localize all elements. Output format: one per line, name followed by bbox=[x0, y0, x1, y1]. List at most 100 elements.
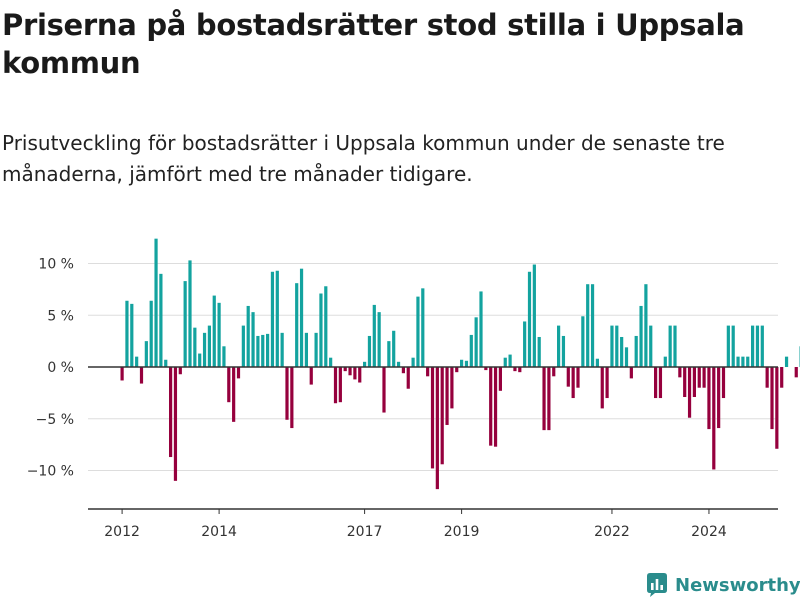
bar-chart: 10 % 5 % 0 % −5 % −10 % 2012 2014 2017 2019 2022… bbox=[27, 238, 800, 540]
bar bbox=[406, 367, 410, 389]
bar bbox=[256, 335, 260, 367]
bar bbox=[377, 312, 381, 367]
bar bbox=[198, 353, 202, 368]
bar bbox=[319, 293, 323, 367]
bar bbox=[396, 361, 401, 367]
bar bbox=[193, 327, 197, 367]
bar bbox=[557, 325, 561, 367]
y-tick-label: 10 % bbox=[38, 257, 74, 273]
bar bbox=[634, 335, 638, 367]
bar bbox=[299, 268, 304, 368]
bar bbox=[697, 367, 701, 388]
bar bbox=[416, 296, 420, 367]
bar bbox=[460, 359, 464, 367]
bar bbox=[372, 304, 376, 367]
bar bbox=[139, 367, 144, 384]
bar bbox=[794, 367, 798, 378]
bar bbox=[561, 335, 566, 367]
x-tick-label: 2019 bbox=[444, 524, 480, 540]
bar bbox=[731, 325, 735, 367]
bar bbox=[605, 367, 609, 399]
bar bbox=[222, 346, 226, 367]
bar bbox=[687, 367, 692, 418]
bar bbox=[445, 367, 449, 425]
brand-logo: Newsworthy bbox=[645, 570, 800, 600]
bar bbox=[421, 288, 425, 367]
bar bbox=[387, 341, 391, 368]
bar bbox=[212, 295, 216, 367]
x-tick-label: 2014 bbox=[201, 524, 237, 540]
bar bbox=[188, 260, 192, 367]
bar bbox=[426, 367, 430, 377]
bar bbox=[668, 325, 672, 367]
bar bbox=[178, 367, 182, 375]
bar bbox=[290, 367, 294, 429]
x-tick-label: 2022 bbox=[594, 524, 630, 540]
chart-subtitle: Prisutveckling för bostadsrätter i Uppsa… bbox=[2, 131, 725, 186]
bar bbox=[566, 367, 570, 387]
bar bbox=[760, 325, 764, 367]
bar bbox=[135, 356, 139, 367]
bar bbox=[586, 284, 590, 367]
bar bbox=[644, 284, 648, 367]
bar bbox=[784, 356, 789, 367]
bar bbox=[498, 367, 502, 391]
bar bbox=[484, 367, 488, 371]
bar bbox=[726, 325, 730, 367]
bar bbox=[246, 305, 250, 368]
bar bbox=[270, 271, 275, 367]
bar bbox=[333, 367, 338, 404]
bar bbox=[227, 367, 231, 403]
bar bbox=[314, 332, 318, 367]
bar bbox=[518, 367, 522, 373]
bar bbox=[392, 330, 396, 367]
bar bbox=[639, 305, 643, 368]
bar bbox=[275, 270, 279, 368]
bar bbox=[329, 357, 333, 367]
bar bbox=[125, 300, 129, 367]
bar bbox=[600, 367, 604, 409]
bar bbox=[751, 325, 755, 367]
bar bbox=[590, 284, 595, 367]
bar bbox=[717, 367, 721, 429]
bar bbox=[542, 367, 546, 431]
x-tick-label: 2024 bbox=[691, 524, 727, 540]
bar bbox=[780, 367, 784, 388]
x-axis-ticks: 2012 2014 2017 2019 2022 2024 bbox=[104, 509, 727, 540]
bar bbox=[440, 367, 444, 465]
bar bbox=[692, 367, 696, 398]
bar bbox=[474, 317, 478, 367]
y-axis-ticks: 10 % 5 % 0 % −5 % −10 % bbox=[27, 257, 74, 480]
chart-title: Priserna på bostadsrätter stod stilla i … bbox=[2, 8, 745, 80]
bar bbox=[707, 367, 711, 430]
bar bbox=[130, 303, 134, 367]
bar bbox=[503, 357, 507, 367]
y-tick-label: −5 % bbox=[36, 412, 74, 428]
bar bbox=[120, 367, 124, 381]
bar bbox=[159, 273, 163, 367]
bar bbox=[464, 360, 469, 367]
bar bbox=[479, 291, 483, 367]
bar bbox=[202, 332, 207, 367]
bar bbox=[624, 347, 629, 367]
y-tick-label: 0 % bbox=[47, 360, 74, 376]
x-tick-label: 2012 bbox=[104, 524, 140, 540]
bar bbox=[285, 367, 289, 420]
bar bbox=[658, 367, 663, 399]
bar bbox=[649, 325, 653, 367]
bar bbox=[251, 312, 255, 367]
bar bbox=[353, 367, 357, 380]
y-tick-label: 5 % bbox=[47, 308, 74, 324]
bar bbox=[183, 281, 187, 368]
bar bbox=[401, 367, 405, 374]
bar bbox=[610, 325, 614, 367]
bar bbox=[455, 367, 459, 373]
bar bbox=[338, 367, 342, 403]
bar bbox=[430, 367, 435, 469]
bar bbox=[508, 354, 512, 367]
bar bbox=[207, 325, 211, 367]
bar bbox=[532, 264, 536, 367]
bar bbox=[775, 367, 779, 449]
bar bbox=[173, 367, 178, 481]
bar bbox=[629, 367, 633, 379]
